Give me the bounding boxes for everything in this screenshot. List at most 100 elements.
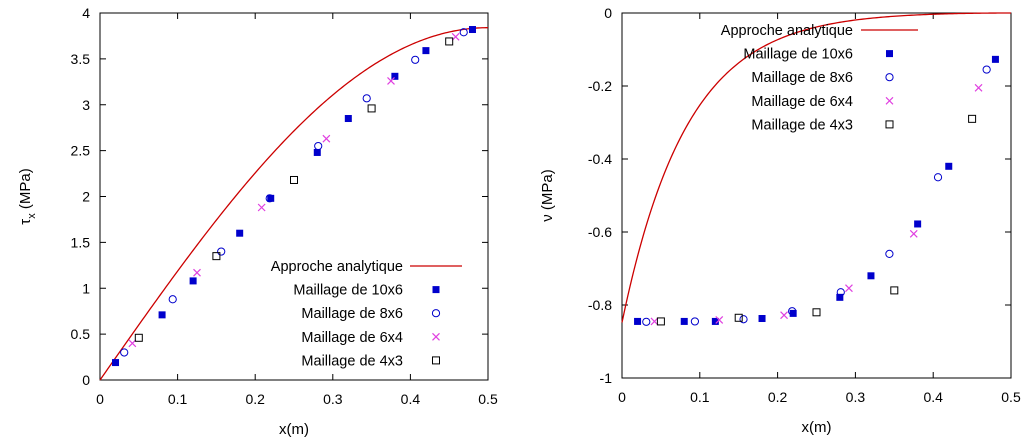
y-axis-label: τx (MPa) [17,168,38,224]
legend-label: Maillage de 6x4 [301,330,403,346]
data-point [257,203,266,212]
series-filled-square [634,55,999,325]
data-point [789,309,797,317]
data-point [314,141,323,151]
data-point [120,348,129,357]
data-point [212,252,221,261]
legend-label: Maillage de 10x6 [293,283,403,299]
data-point [680,317,688,325]
x-tick-label: 0.4 [923,389,943,405]
y-tick-label: 1.5 [71,234,91,250]
legend-label: Maillage de 4x3 [751,117,853,133]
y-tick-label: -1 [600,370,613,386]
legend-label: Maillage de 8x6 [301,306,403,322]
data-point [836,293,844,301]
data-point [391,72,399,80]
series-open-circle [642,65,991,326]
data-point [459,28,468,37]
data-point [217,247,226,256]
legend-marker-sample [885,73,894,82]
y-tick-label: -0.6 [588,224,612,240]
data-point [387,76,395,85]
data-point [290,175,298,184]
legend-marker-sample [885,120,894,129]
y-axis-label-unit: (MPa) [539,169,556,214]
data-point [982,65,991,74]
series-open-square [134,37,454,342]
legend-label: Maillage de 8x6 [751,70,853,86]
legend-label: Maillage de 4x3 [301,353,403,369]
legend-label: Approche analytique [271,259,403,275]
plot-frame [99,12,489,381]
legend: Approche analytique Maillage de 10x6 Maill… [271,259,462,369]
data-point [422,47,430,55]
x-axis-label: x(m) [279,421,309,438]
x-tick-label: 0.3 [323,391,343,407]
data-point [788,307,797,316]
data-point [909,229,918,238]
series-x-cross [128,32,460,348]
x-tick-label: 0.3 [846,389,866,405]
chart-1: 0 0.1 0.2 0.3 0.4 0.5 0 0.5 1 1.5 2 2.5 3 3.5 4 x(m) τx … [17,5,498,438]
legend-marker-sample [886,50,893,58]
data-point [189,277,197,285]
data-point [451,32,460,41]
data-point [265,194,274,203]
data-point [158,311,166,319]
y-tick-label: 2.5 [71,143,91,159]
legend-label: Maillage de 6x4 [751,94,853,110]
data-point [236,229,244,237]
data-point [739,315,748,324]
data-point [945,162,953,170]
y-axis-label-subscript: x [26,213,38,219]
x-tick-label: 0.2 [245,391,265,407]
y-axis-label-symbol: ν [539,214,556,222]
data-point [758,315,766,323]
series-open-circle [120,28,468,357]
data-point [812,308,821,317]
x-tick-label: 0.1 [168,391,188,407]
data-point [362,94,371,103]
data-point [734,313,743,322]
data-point [711,317,719,325]
series-open-square [656,114,977,326]
y-tick-label: 2 [82,189,90,205]
data-point [468,26,476,34]
legend-marker-sample [432,332,440,341]
data-point [313,148,321,156]
data-point [845,284,853,293]
y-tick-label: -0.4 [588,151,612,167]
y-tick-label: -0.2 [588,78,612,94]
data-point [134,333,143,342]
legend-marker-sample [432,356,440,365]
y-axis-label-unit: (MPa) [17,168,34,213]
legend-label: Maillage de 10x6 [743,47,853,63]
data-point [890,286,899,295]
y-tick-label: 0 [604,5,612,21]
series-x-cross [650,83,983,326]
legend-marker-sample [431,309,441,318]
x-axis-label: x(m) [802,419,832,436]
data-point [445,37,454,46]
y-tick-label: 4 [82,5,90,21]
data-point [885,249,894,258]
data-point [974,83,983,92]
data-point [344,115,352,123]
analytic-curve [621,12,1011,323]
legend-marker-sample [885,96,894,105]
x-tick-label: 0.5 [1001,389,1021,405]
data-point [690,317,699,326]
x-tick-label: 0.1 [690,389,710,405]
y-tick-label: 0.5 [71,326,91,342]
legend: Approche analytique Maillage de 10x6 Maill… [721,23,918,133]
y-tick-label: 0 [82,372,90,388]
plot-frame [621,12,1012,379]
x-tick-label: 0 [618,389,626,405]
data-point [991,55,999,63]
data-point [836,288,845,297]
data-point [128,339,137,348]
x-tick-label: 0.2 [768,389,788,405]
data-point [322,134,331,143]
